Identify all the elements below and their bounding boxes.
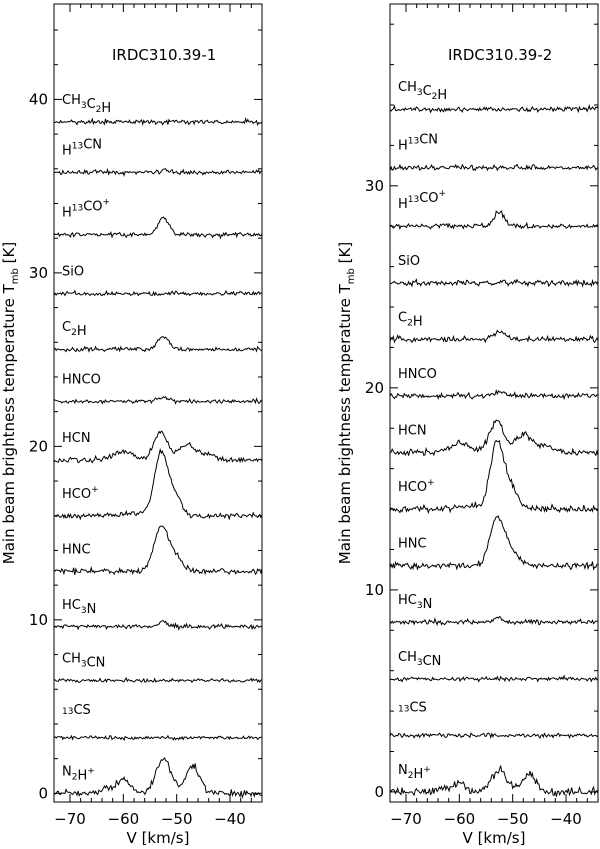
molecule-label: HNCO: [62, 372, 101, 387]
spectrum-line-hnco: [389, 388, 599, 401]
spectrum-line-hnc: [389, 515, 599, 571]
molecule-label: HCO+: [62, 485, 99, 502]
molecule-label: HNC: [62, 542, 91, 557]
y-tick-label: 30: [365, 177, 384, 195]
molecule-label: H13CO+: [398, 189, 446, 212]
x-tick-label: −60: [444, 810, 476, 828]
x-tick-label: −40: [214, 810, 246, 828]
spectrum-line-ch3c2h: [389, 104, 599, 114]
x-tick-label: −50: [161, 810, 193, 828]
molecule-label: N2H+: [62, 764, 95, 783]
molecule-label: C2H: [62, 320, 87, 339]
molecule-label: HC3N: [62, 598, 96, 617]
panel-title: IRDC310.39-2: [448, 46, 552, 64]
y-axis-label: Main beam brightness temperature Tmb [K]: [0, 242, 21, 564]
molecule-label: 13CS: [62, 703, 91, 718]
molecule-label: SiO: [62, 265, 84, 280]
spectrum-line-hc3n: [389, 615, 599, 627]
panel-irdc310-39-1: −70 −60 −50 −40 0 10 20 30 40 IRDC310.39-1 V [km/s…: [0, 3, 263, 847]
plot-frame: [53, 3, 263, 803]
x-tick-label: −50: [497, 810, 529, 828]
molecule-label: N2H+: [398, 763, 431, 782]
spectrum-line-13cs: [389, 732, 599, 740]
spectrum-line-13cs: [54, 734, 263, 742]
x-tick-label: −60: [108, 810, 140, 828]
y-tick-label: 0: [374, 783, 384, 801]
y-tick-label: 0: [38, 784, 48, 802]
x-tick-label: −70: [390, 810, 422, 828]
molecule-label: H13CN: [62, 137, 102, 158]
plot-frame: [389, 3, 599, 803]
molecule-label: CH3CN: [62, 652, 105, 671]
molecule-label: SiO: [398, 254, 420, 269]
y-tick-label: 20: [29, 437, 48, 455]
y-tick-label: 30: [29, 264, 48, 282]
spectrum-line-hnco: [53, 396, 263, 405]
spectrum-line-hcn: [53, 430, 263, 464]
molecule-label: HNC: [398, 537, 427, 552]
x-tick-label: −40: [550, 810, 582, 828]
y-tick-label: 10: [365, 581, 384, 599]
spectrum-line-hnc: [53, 525, 263, 576]
x-axis-label: V [km/s]: [127, 829, 190, 847]
molecule-label: 13CS: [398, 700, 427, 715]
spectrum-line-h13co: [389, 210, 599, 231]
spectrum-line-sio: [389, 278, 599, 288]
y-tick-label: 20: [365, 379, 384, 397]
spectrum-line-h13co: [53, 216, 263, 240]
spectrum-line-ch3cn: [53, 676, 263, 684]
spectrum-line-hcn: [389, 419, 599, 457]
spectrum-line-h13cn: [53, 168, 263, 178]
spectrum-line-ch3c2h: [53, 116, 263, 127]
spectrum-line-c2h: [53, 336, 263, 353]
molecule-label: H13CO+: [62, 198, 110, 221]
spectrum-line-n2h: [389, 765, 599, 797]
molecule-label: C2H: [398, 310, 423, 329]
molecule-label: CH3C2H: [398, 80, 447, 103]
molecule-label: HCN: [62, 431, 91, 446]
spectrum-line-ch3cn: [389, 674, 599, 683]
spectrum-line-n2h: [53, 756, 263, 800]
molecule-label: HCO+: [398, 478, 435, 495]
molecule-label: HNCO: [398, 367, 437, 382]
molecule-label: H13CN: [398, 133, 438, 154]
spectrum-line-h13cn: [389, 163, 599, 172]
y-tick-label: 40: [29, 90, 48, 108]
molecule-label: HC3N: [398, 593, 432, 612]
molecule-label: HCN: [398, 423, 427, 438]
y-axis-label: Main beam brightness temperature Tmb [K]: [336, 242, 357, 564]
panel-irdc310-39-2: −70 −60 −50 −40 0 10 20 30 IRDC310.39-2 V [km/s] M…: [336, 3, 599, 847]
spectrum-line-hco: [53, 447, 263, 521]
molecule-label: CH3CN: [398, 650, 441, 669]
spectrum-line-sio: [53, 289, 263, 297]
panel-title: IRDC310.39-1: [112, 46, 216, 64]
spectrum-line-hco: [389, 439, 599, 515]
y-tick-label: 10: [29, 611, 48, 629]
x-tick-label: −70: [54, 810, 86, 828]
x-axis-label: V [km/s]: [463, 829, 526, 847]
molecule-label: CH3C2H: [62, 93, 111, 116]
spectrum-line-c2h: [389, 329, 599, 344]
spectrum-line-hc3n: [53, 620, 263, 631]
